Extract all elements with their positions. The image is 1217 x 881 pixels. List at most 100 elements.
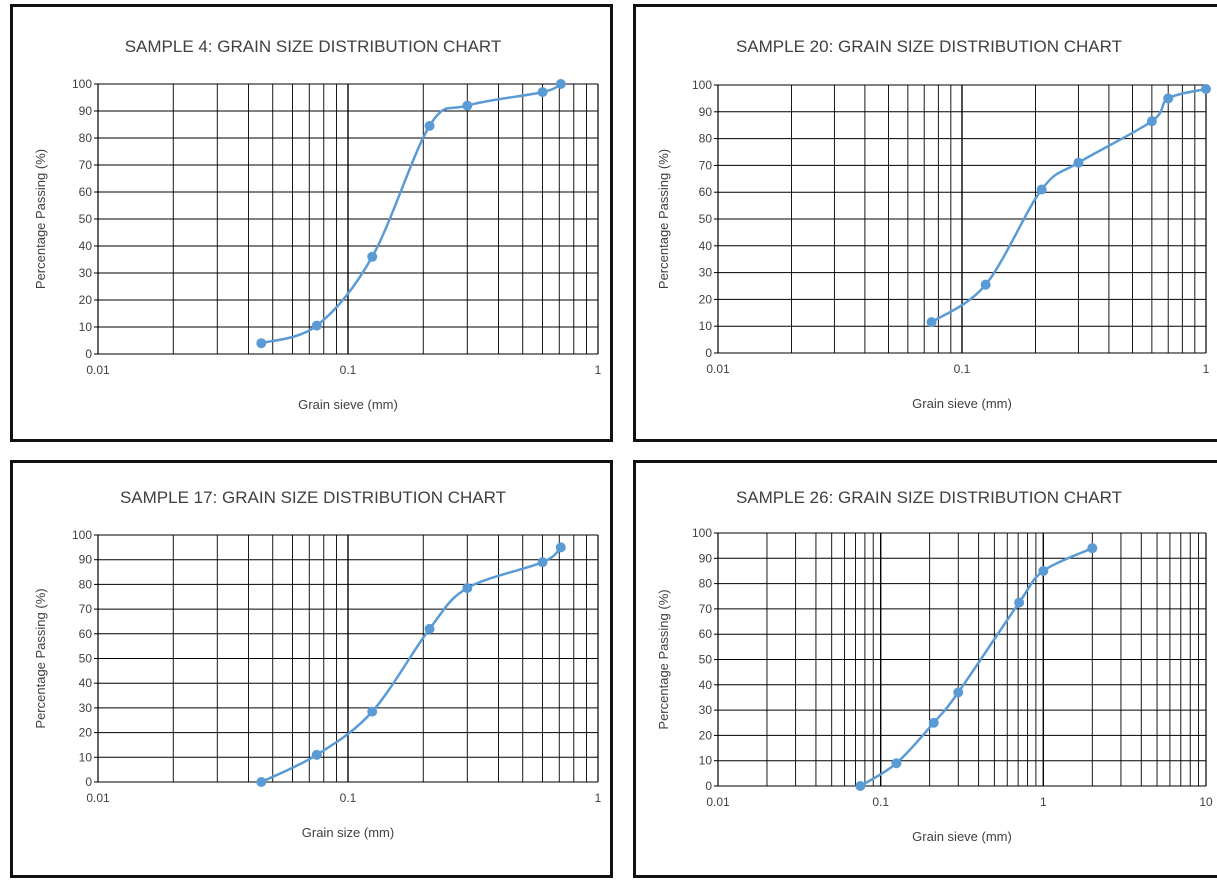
y-tick-label: 90 bbox=[699, 551, 713, 565]
y-tick-label: 30 bbox=[79, 266, 93, 280]
y-tick-label: 20 bbox=[79, 293, 93, 307]
series-line bbox=[930, 87, 1207, 324]
data-point bbox=[1201, 84, 1211, 95]
y-tick-label: 30 bbox=[699, 266, 713, 280]
chart-svg: SAMPLE 26: GRAIN SIZE DISTRIBUTION CHART… bbox=[656, 488, 1213, 844]
chart-title: SAMPLE 17: GRAIN SIZE DISTRIBUTION CHART bbox=[120, 488, 506, 507]
y-tick-label: 30 bbox=[79, 701, 93, 715]
data-point bbox=[537, 87, 548, 98]
x-tick-label: 1 bbox=[595, 363, 602, 377]
data-point bbox=[256, 338, 267, 349]
y-tick-label: 10 bbox=[699, 319, 713, 333]
y-tick-label: 100 bbox=[692, 526, 712, 540]
chart-panel-sample-17: SAMPLE 17: GRAIN SIZE DISTRIBUTION CHART… bbox=[10, 460, 613, 878]
y-axis-label: Percentage Passing (%) bbox=[33, 588, 48, 728]
chart-svg: SAMPLE 17: GRAIN SIZE DISTRIBUTION CHART… bbox=[33, 488, 602, 840]
series-line bbox=[260, 546, 562, 784]
y-tick-label: 40 bbox=[699, 678, 713, 692]
data-point bbox=[1014, 597, 1025, 608]
y-tick-label: 60 bbox=[699, 185, 713, 199]
x-tick-label: 0.1 bbox=[340, 791, 357, 805]
y-tick-label: 70 bbox=[699, 158, 713, 172]
data-series bbox=[855, 543, 1098, 791]
data-point bbox=[256, 777, 267, 787]
y-tick-labels: 0 10 20 30 40 50 60 70 80 90 100 bbox=[72, 528, 92, 789]
data-point bbox=[1146, 116, 1157, 127]
x-tick-label: 0.01 bbox=[706, 795, 730, 809]
y-tick-label: 70 bbox=[79, 158, 93, 172]
data-point bbox=[980, 279, 991, 290]
y-tick-label: 60 bbox=[699, 627, 713, 641]
y-tick-label: 100 bbox=[72, 77, 92, 91]
data-series bbox=[256, 79, 566, 349]
data-point bbox=[1036, 184, 1047, 195]
y-tick-label: 80 bbox=[699, 132, 713, 146]
x-tick-labels: 0.01 0.1 1 bbox=[706, 362, 1209, 376]
y-tick-label: 90 bbox=[699, 105, 713, 119]
y-tick-label: 50 bbox=[79, 652, 93, 666]
y-tick-labels: 0 10 20 30 40 50 60 70 80 90 100 bbox=[72, 77, 92, 361]
chart-panel-sample-26: SAMPLE 26: GRAIN SIZE DISTRIBUTION CHART… bbox=[633, 460, 1217, 878]
y-tick-label: 10 bbox=[79, 320, 93, 334]
chart-panel-sample-20: SAMPLE 20: GRAIN SIZE DISTRIBUTION CHART… bbox=[633, 4, 1217, 442]
y-tick-label: 20 bbox=[699, 728, 713, 742]
chart-title: SAMPLE 20: GRAIN SIZE DISTRIBUTION CHART bbox=[736, 37, 1122, 56]
y-tick-label: 60 bbox=[79, 185, 93, 199]
chart-svg: SAMPLE 4: GRAIN SIZE DISTRIBUTION CHART … bbox=[33, 37, 602, 412]
data-point bbox=[367, 251, 378, 262]
data-series bbox=[926, 84, 1211, 328]
data-point bbox=[1163, 93, 1174, 104]
y-tick-label: 50 bbox=[79, 212, 93, 226]
chart-title: SAMPLE 4: GRAIN SIZE DISTRIBUTION CHART bbox=[125, 37, 502, 56]
data-point bbox=[555, 542, 566, 553]
y-tick-label: 0 bbox=[705, 779, 712, 793]
series-line bbox=[260, 82, 562, 345]
x-axis-label: Grain size (mm) bbox=[302, 825, 394, 840]
data-point bbox=[537, 557, 548, 568]
x-tick-labels: 0.01 0.1 1 bbox=[86, 363, 601, 377]
y-tick-label: 10 bbox=[699, 754, 713, 768]
y-tick-label: 10 bbox=[79, 750, 93, 764]
data-point bbox=[928, 717, 939, 728]
data-point bbox=[424, 120, 435, 131]
y-tick-label: 60 bbox=[79, 627, 93, 641]
x-axis-label: Grain sieve (mm) bbox=[912, 396, 1012, 411]
y-tick-label: 30 bbox=[699, 703, 713, 717]
y-tick-label: 100 bbox=[692, 78, 712, 92]
x-tick-label: 1 bbox=[1203, 362, 1210, 376]
y-axis-label: Percentage Passing (%) bbox=[33, 149, 48, 289]
data-point bbox=[1087, 543, 1098, 554]
data-series bbox=[256, 542, 566, 787]
y-tick-labels: 0 10 20 30 40 50 60 70 80 90 100 bbox=[692, 78, 712, 360]
y-tick-label: 80 bbox=[79, 131, 93, 145]
data-point bbox=[555, 79, 566, 89]
y-tick-label: 90 bbox=[79, 104, 93, 118]
y-tick-label: 0 bbox=[85, 347, 92, 361]
data-point bbox=[311, 749, 322, 760]
chart-title: SAMPLE 26: GRAIN SIZE DISTRIBUTION CHART bbox=[736, 488, 1122, 507]
x-tick-label: 0.1 bbox=[340, 363, 357, 377]
data-point bbox=[1073, 157, 1084, 168]
y-tick-label: 0 bbox=[85, 775, 92, 789]
y-tick-label: 40 bbox=[699, 239, 713, 253]
y-tick-label: 70 bbox=[79, 602, 93, 616]
gridlines bbox=[714, 532, 1207, 787]
x-tick-label: 1 bbox=[1040, 795, 1047, 809]
y-tick-label: 50 bbox=[699, 653, 713, 667]
data-point bbox=[926, 317, 937, 328]
y-axis-label: Percentage Passing (%) bbox=[656, 589, 671, 729]
x-tick-labels: 0.01 0.1 1 10 bbox=[706, 795, 1213, 809]
x-tick-label: 10 bbox=[1199, 795, 1213, 809]
y-tick-label: 20 bbox=[699, 292, 713, 306]
data-point bbox=[953, 687, 964, 698]
x-axis-label: Grain sieve (mm) bbox=[912, 829, 1012, 844]
chart-panel-sample-4: SAMPLE 4: GRAIN SIZE DISTRIBUTION CHART … bbox=[10, 4, 613, 442]
y-tick-labels: 0 10 20 30 40 50 60 70 80 90 100 bbox=[692, 526, 712, 793]
x-tick-label: 0.01 bbox=[86, 363, 110, 377]
x-tick-label: 0.01 bbox=[706, 362, 730, 376]
y-tick-label: 80 bbox=[79, 577, 93, 591]
y-tick-label: 40 bbox=[79, 239, 93, 253]
data-point bbox=[891, 758, 902, 769]
x-tick-label: 0.1 bbox=[872, 795, 889, 809]
y-tick-label: 20 bbox=[79, 726, 93, 740]
